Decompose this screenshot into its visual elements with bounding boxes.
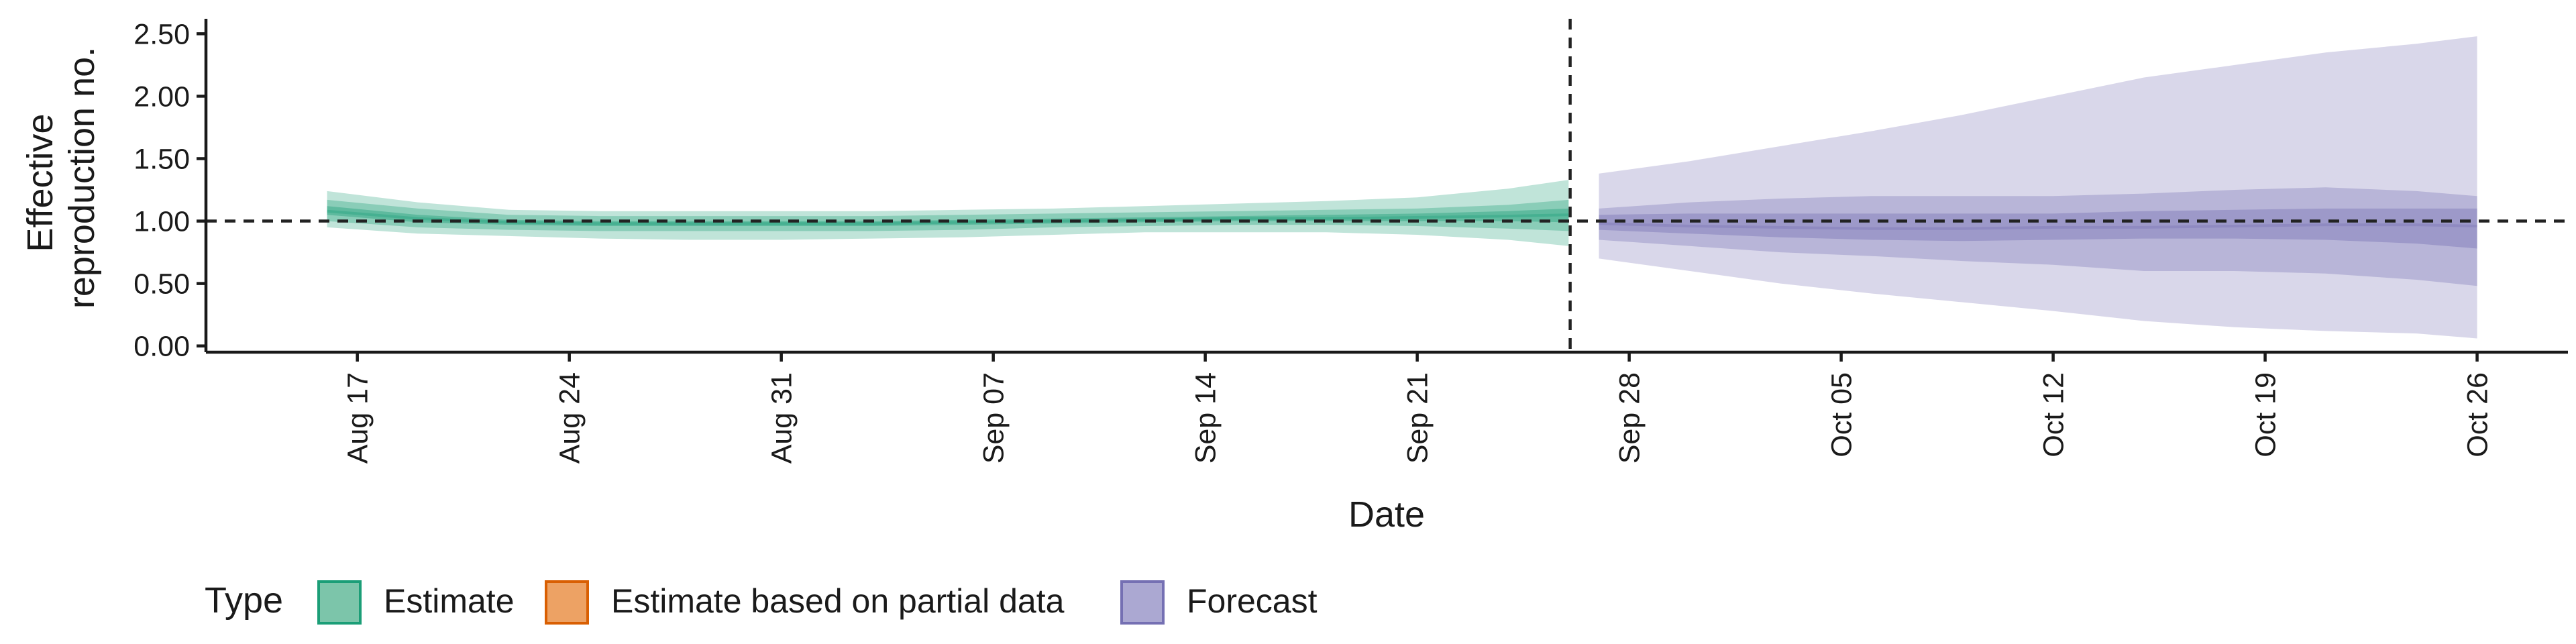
estimate-mid-band [327,199,1569,231]
y-tick-label: 0.50 [133,268,190,301]
forecast-mid-band [1599,187,2477,286]
x-axis-title: Date [1348,494,1425,535]
y-tick-label: 2.50 [133,18,190,50]
y-axis-title-line-2: reproduction no. [62,47,102,309]
x-tick-label: Aug 31 [766,372,798,464]
plot-area [204,19,2568,354]
x-tick-label: Sep 07 [978,372,1010,464]
y-axis-title: Effective reproduction no. [20,47,102,309]
x-axis: Aug 17 Aug 24 Aug 31 Sep 07 Sep 14 Sep 21 Sep … [342,352,2494,464]
x-tick-label: Aug 17 [342,372,374,464]
y-axis-title-line-1: Effective [20,113,60,252]
x-tick-label: Oct 05 [1826,372,1858,458]
x-tick-label: Oct 19 [2250,372,2282,458]
y-tick-label: 1.00 [133,206,190,238]
y-tick-label: 0.00 [133,331,190,363]
forecast-outer-band [1599,36,2477,339]
legend-swatch-partial [545,580,589,625]
ribbons [327,36,2477,339]
legend-label-estimate: Estimate [384,582,515,620]
legend-label-partial: Estimate based on partial data [611,582,1065,620]
x-tick-label: Oct 26 [2462,372,2494,458]
legend: Type Estimate Estimate based on partial … [205,580,1318,625]
estimate-outer-band [327,180,1569,246]
x-tick-label: Aug 24 [554,372,586,464]
y-tick-label: 1.50 [133,143,190,175]
legend-label-forecast: Forecast [1187,582,1318,620]
x-tick-label: Oct 12 [2038,372,2070,458]
forecast-median-line [1599,222,2477,230]
y-tick-label: 2.00 [133,80,190,113]
x-tick-label: Sep 21 [1402,372,1434,464]
legend-swatch-estimate [317,580,362,625]
forecast-inner-band [1599,208,2477,249]
legend-swatch-forecast [1120,580,1165,625]
x-tick-label: Sep 14 [1190,372,1222,464]
legend-title: Type [205,580,283,621]
x-tick-label: Sep 28 [1614,372,1646,464]
y-axis: 0.00 0.50 1.00 1.50 2.00 2.50 [133,18,206,363]
